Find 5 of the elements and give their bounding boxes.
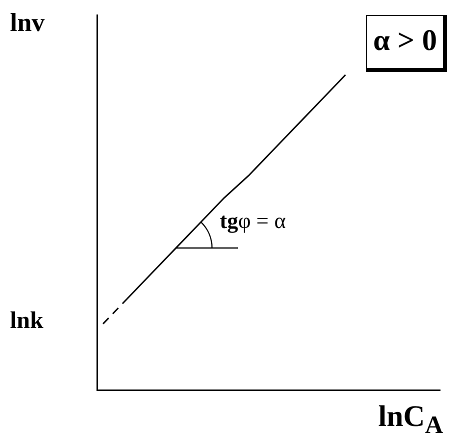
text: α > 0 — [366, 15, 447, 72]
y-axis-title: lnv — [10, 8, 45, 38]
text: lnk — [10, 308, 44, 335]
annotation: tgφ = α — [220, 208, 286, 234]
x-axis-title: lnC$_{A}$ — [378, 400, 443, 440]
